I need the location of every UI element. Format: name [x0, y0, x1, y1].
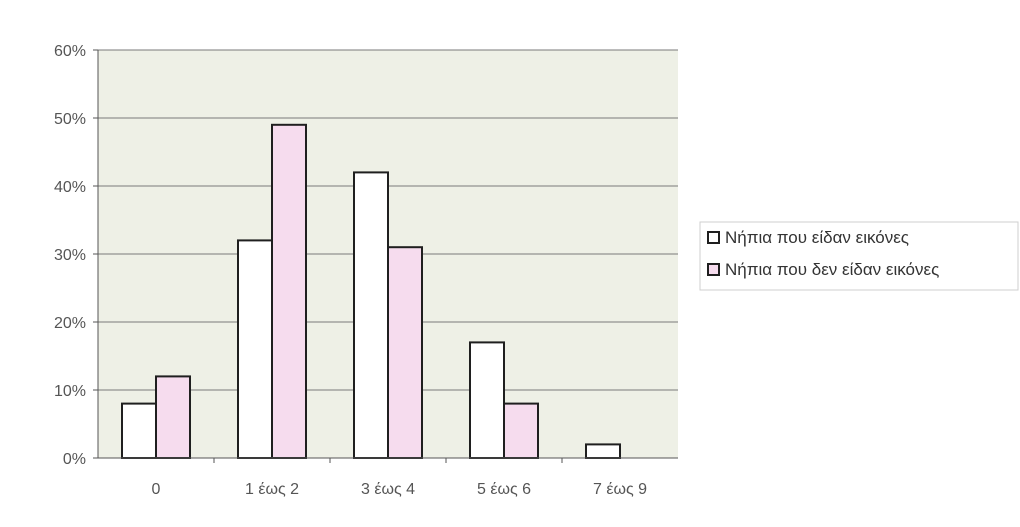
legend-label-series-2: Νήπια που δεν είδαν εικόνες [725, 260, 939, 279]
y-tick-label: 10% [54, 383, 86, 400]
bar-series-2 [271, 123, 307, 460]
bar-series-1 [237, 239, 273, 459]
x-tick-label: 3 έως 4 [361, 481, 415, 498]
y-tick-label: 60% [54, 43, 86, 60]
bar-series-2 [155, 375, 191, 459]
bars [121, 123, 621, 460]
y-axis-ticks: 0% 10% 20% 30% 40% 50% 60% [54, 43, 98, 468]
x-axis-ticks: 0 1 έως 2 3 έως 4 5 έως 6 7 έως 9 [152, 458, 647, 498]
y-tick-label: 30% [54, 247, 86, 264]
legend-swatch-series-1 [707, 231, 720, 244]
x-tick-label: 0 [152, 481, 161, 498]
x-tick-label: 1 έως 2 [245, 481, 299, 498]
bar-series-1 [353, 171, 389, 459]
y-tick-label: 20% [54, 315, 86, 332]
bar-series-1 [121, 402, 157, 460]
y-tick-label: 50% [54, 111, 86, 128]
legend: Νήπια που είδαν εικόνες Νήπια που δεν εί… [699, 221, 1019, 291]
bar-series-1 [585, 443, 621, 459]
legend-swatch-series-2 [707, 263, 720, 276]
x-tick-label: 5 έως 6 [477, 481, 531, 498]
bar-series-2 [387, 246, 423, 459]
x-tick-label: 7 έως 9 [593, 481, 647, 498]
legend-label-series-1: Νήπια που είδαν εικόνες [725, 228, 909, 247]
bar-series-1 [469, 341, 505, 459]
legend-box [699, 221, 1019, 291]
bar-series-2 [503, 402, 539, 460]
y-tick-label: 40% [54, 179, 86, 196]
y-tick-label: 0% [63, 451, 86, 468]
